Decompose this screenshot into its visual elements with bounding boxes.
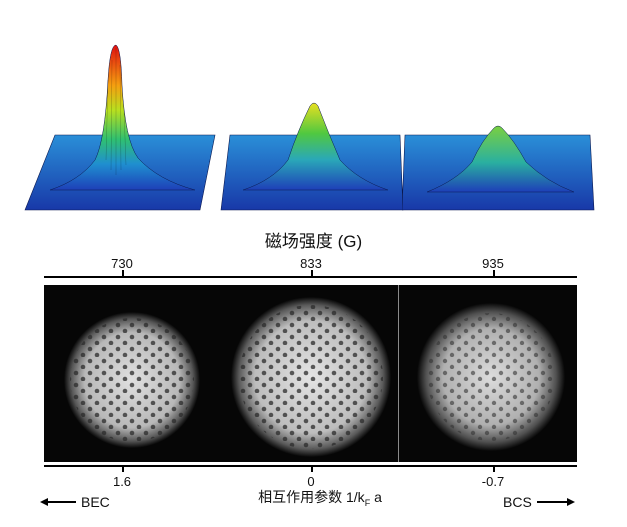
bottom-tick-label-1-6: 1.6 — [112, 474, 132, 489]
bottom-axis-title-main: 相互作用参数 — [258, 489, 343, 505]
panel-divider-1 — [398, 285, 399, 462]
bottom-axis-title: 相互作用参数 1/kF a — [258, 487, 382, 508]
bottom-axis-line — [44, 465, 577, 467]
vortex-image-bcs — [399, 285, 577, 462]
arrow-right-icon — [566, 498, 575, 506]
surface-plot-unitary — [220, 102, 404, 211]
top-axis-title: 磁场强度 (G) — [264, 232, 363, 251]
arrow-left-icon — [40, 498, 48, 506]
vortex-image-bec — [44, 285, 218, 462]
arrow-right-shaft — [536, 501, 567, 503]
bottom-tick-1-6 — [122, 465, 124, 472]
vortex-image-unitary — [218, 285, 398, 462]
top-tick-730 — [122, 270, 124, 277]
bottom-tick-0 — [311, 465, 313, 472]
top-axis-line — [44, 276, 577, 278]
surface-plot-bec — [24, 44, 216, 211]
top-tick-label-730: 730 — [111, 256, 133, 271]
bcs-label: BCS — [503, 494, 532, 510]
arrow-left-shaft — [48, 501, 76, 503]
top-tick-935 — [493, 270, 495, 277]
bottom-tick-label-minus-0-7: -0.7 — [481, 474, 505, 489]
bottom-tick-minus-0-7 — [493, 465, 495, 472]
top-tick-label-833: 833 — [300, 256, 322, 271]
top-tick-833 — [311, 270, 313, 277]
top-tick-label-935: 935 — [482, 256, 504, 271]
bottom-tick-label-0: 0 — [307, 474, 315, 489]
bottom-axis-title-formula: 1/kF a — [346, 489, 382, 508]
bec-regime-label: BEC — [40, 494, 110, 510]
bcs-regime-label: BCS — [503, 494, 575, 510]
surface-plot-bcs — [402, 125, 595, 211]
bec-label: BEC — [81, 494, 110, 510]
